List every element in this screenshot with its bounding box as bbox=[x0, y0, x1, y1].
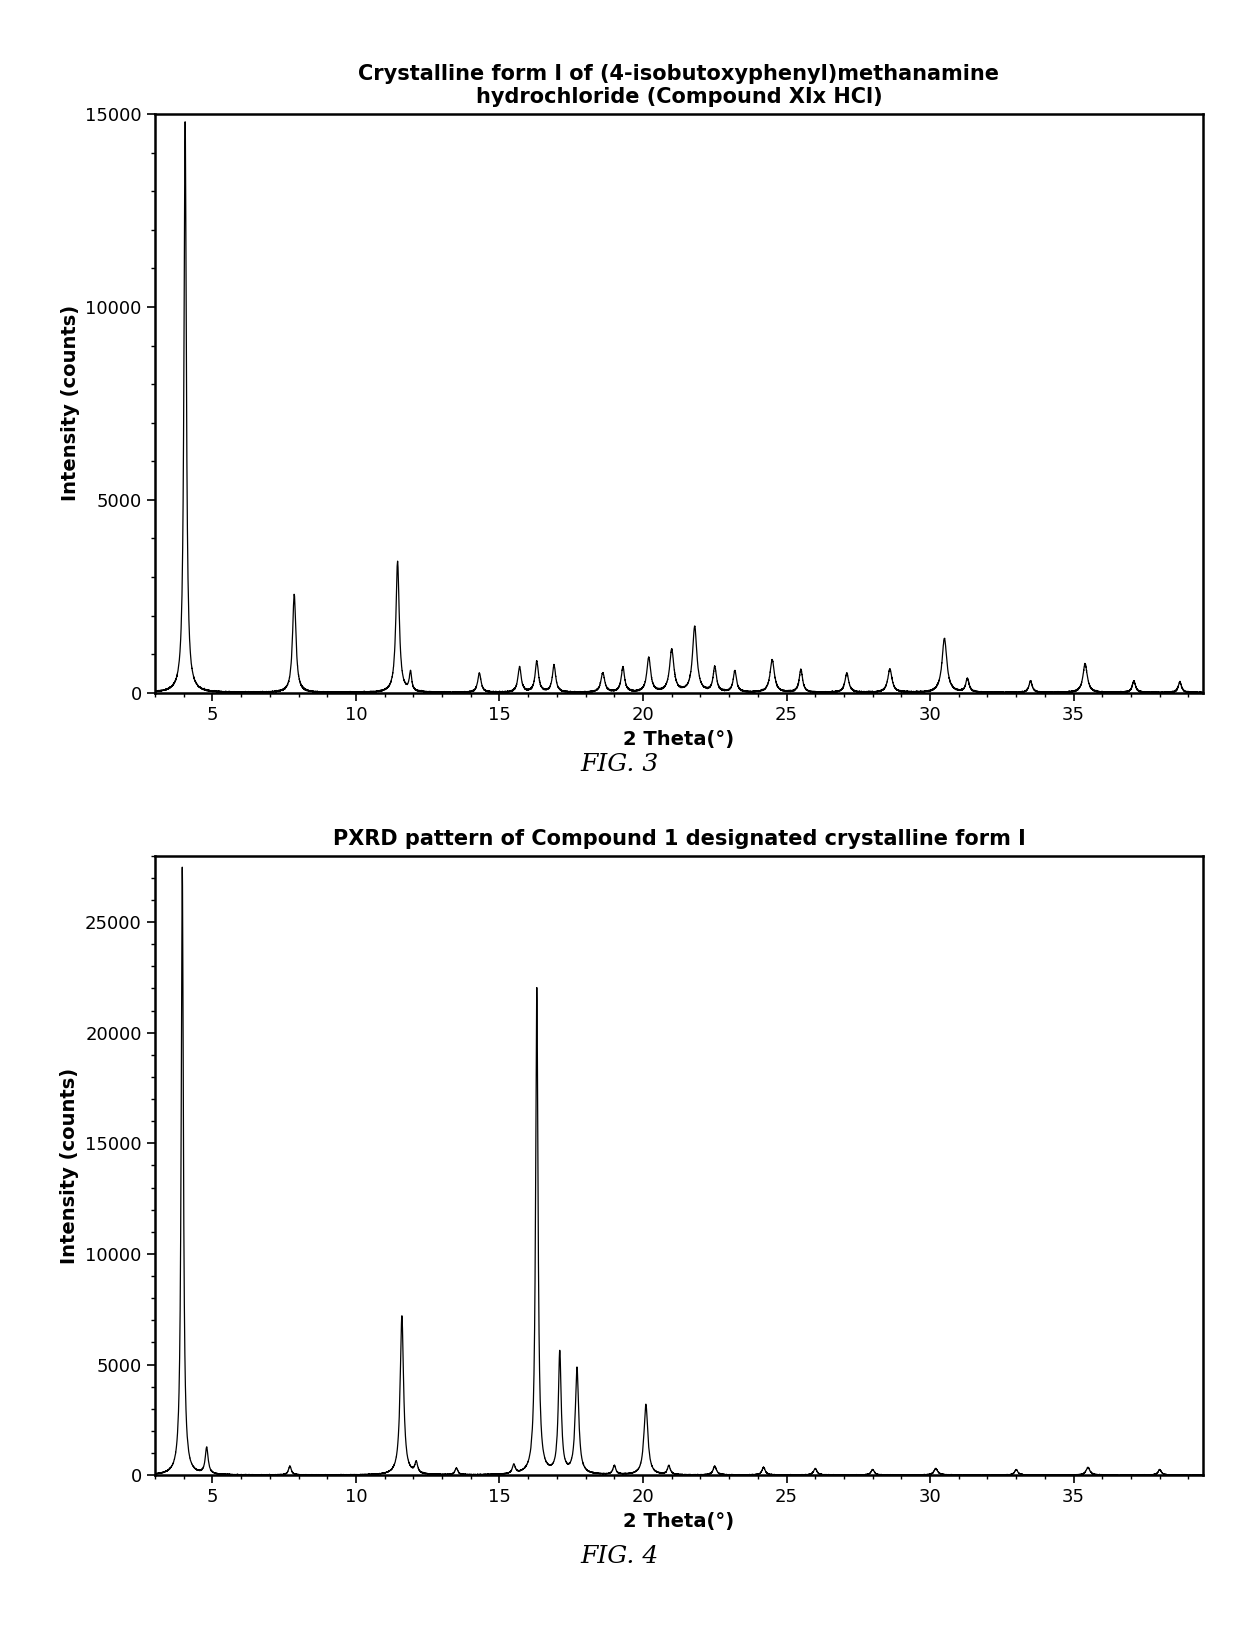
Y-axis label: Intensity (counts): Intensity (counts) bbox=[61, 305, 79, 502]
Text: FIG. 3: FIG. 3 bbox=[580, 753, 660, 776]
Text: FIG. 4: FIG. 4 bbox=[580, 1545, 660, 1568]
X-axis label: 2 Theta(°): 2 Theta(°) bbox=[624, 1513, 734, 1531]
Title: PXRD pattern of Compound 1 designated crystalline form I: PXRD pattern of Compound 1 designated cr… bbox=[332, 828, 1025, 849]
Y-axis label: Intensity (counts): Intensity (counts) bbox=[61, 1068, 79, 1263]
X-axis label: 2 Theta(°): 2 Theta(°) bbox=[624, 730, 734, 748]
Title: Crystalline form I of (4-isobutoxyphenyl)methanamine
hydrochloride (Compound XIx: Crystalline form I of (4-isobutoxyphenyl… bbox=[358, 64, 999, 108]
